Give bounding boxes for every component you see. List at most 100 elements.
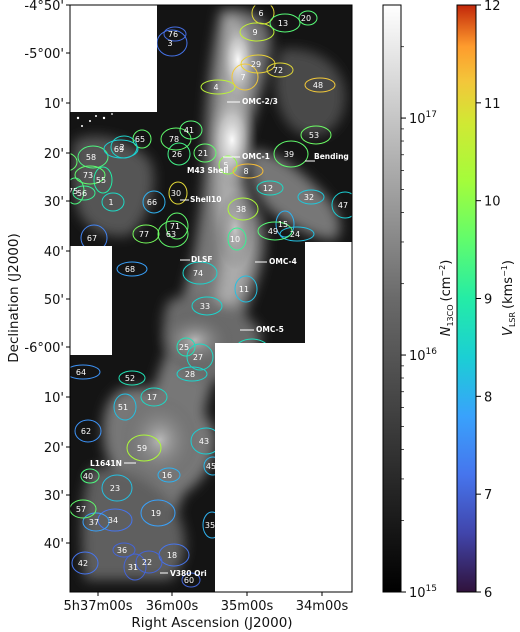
clump-label: 39 bbox=[284, 150, 294, 159]
velocity-colorbar-tick: 9 bbox=[484, 293, 492, 308]
clump-label: 65 bbox=[135, 135, 145, 144]
clump-label: 9 bbox=[252, 28, 257, 37]
clump-label: 44 bbox=[227, 408, 237, 417]
x-ticks: 5h37m00s 36m00s 35m00s 34m00s bbox=[63, 592, 348, 614]
y-tick-label: 20' bbox=[44, 147, 64, 162]
x-tick-label: 35m00s bbox=[221, 599, 274, 614]
x-tick-label: 5h37m00s bbox=[63, 599, 132, 614]
clump-label: 43 bbox=[199, 437, 209, 446]
anno-dlsf: DLSF bbox=[191, 255, 213, 264]
y-tick-label: -5°00' bbox=[24, 47, 64, 62]
clump-label: 63 bbox=[166, 230, 176, 239]
clump-label: 19 bbox=[151, 509, 161, 518]
map-frame bbox=[69, 4, 353, 593]
clump-contour bbox=[181, 572, 201, 588]
clump-label: 7 bbox=[240, 73, 245, 82]
clump-contour bbox=[300, 125, 332, 145]
clump-label: 37 bbox=[89, 518, 99, 527]
clump-label: 70 bbox=[87, 319, 97, 328]
clump-contour bbox=[331, 191, 352, 219]
clump-label: 76 bbox=[168, 30, 178, 39]
clump-label: 69 bbox=[114, 145, 124, 154]
column-density-map: 1234567891011121314151617181920212223242… bbox=[59, 5, 352, 592]
grey-colorbar-tick: 1017 bbox=[409, 110, 437, 127]
clump-contour bbox=[227, 197, 259, 221]
clump-contour bbox=[157, 220, 189, 248]
clump-label: 74 bbox=[193, 269, 203, 278]
clump-label: 35 bbox=[205, 521, 215, 530]
clump-contour bbox=[140, 499, 176, 527]
clump-contour bbox=[135, 550, 163, 574]
clump-contour bbox=[167, 142, 191, 166]
clump-label: 25 bbox=[179, 343, 189, 352]
clump-contour bbox=[118, 370, 146, 386]
clump-label: 58 bbox=[86, 153, 96, 162]
clump-contour bbox=[182, 261, 218, 285]
clump-label: 56 bbox=[77, 189, 87, 198]
anno-omc4: OMC-4 bbox=[269, 257, 297, 266]
clump-contour bbox=[71, 551, 99, 575]
clump-contour bbox=[176, 366, 208, 382]
clump-label: 11 bbox=[239, 285, 249, 294]
clump-contour bbox=[70, 177, 85, 205]
velocity-colorbar-gradient bbox=[456, 4, 477, 593]
south-glow bbox=[155, 310, 235, 370]
clump-contour bbox=[132, 129, 152, 149]
clump-label: 27 bbox=[193, 353, 203, 362]
clump-label: 62 bbox=[81, 427, 91, 436]
clump-label: 36 bbox=[117, 546, 127, 555]
clump-label: 45 bbox=[206, 462, 216, 471]
clump-label: 26 bbox=[172, 150, 182, 159]
clump-contour bbox=[77, 145, 109, 169]
clump-label: 12 bbox=[263, 184, 273, 193]
clump-contour bbox=[266, 62, 294, 78]
y-tick-label: 10' bbox=[44, 97, 64, 112]
clump-label: 66 bbox=[147, 198, 157, 207]
anno-omc23: OMC-2/3 bbox=[242, 97, 278, 106]
clump-contour bbox=[97, 508, 133, 532]
clump-label: 23 bbox=[110, 484, 120, 493]
clump-contour bbox=[132, 224, 160, 244]
clump-label: 57 bbox=[76, 505, 86, 514]
clump-label: 13 bbox=[278, 19, 288, 28]
clump-contour bbox=[193, 143, 217, 163]
clump-label: 54 bbox=[240, 373, 250, 382]
grey-colorbar-gradient bbox=[382, 4, 402, 593]
clump-label: 16 bbox=[162, 471, 172, 480]
clump-label: 21 bbox=[198, 149, 208, 158]
clump-label: 18 bbox=[167, 551, 177, 560]
clump-contour bbox=[82, 512, 110, 532]
region-annotations: OMC-2/3 OMC-1 M43 Shell Bending Shell10 … bbox=[90, 97, 349, 578]
clump-contour bbox=[218, 155, 238, 175]
velocity-colorbar-ticks: 6 7 8 9 10 11 12 bbox=[476, 0, 501, 601]
clump-label: 67 bbox=[87, 234, 97, 243]
clump-label: 42 bbox=[78, 559, 88, 568]
anno-omc1: OMC-1 bbox=[242, 152, 270, 161]
clump-contour bbox=[163, 26, 187, 42]
velocity-colorbar-label: VLSR(kms−1) bbox=[500, 260, 517, 336]
clump-labels: 1234567891011121314151617181920212223242… bbox=[59, 9, 348, 585]
y-tick-label: 40' bbox=[44, 245, 64, 260]
column-density-colorbar: 1015 1016 1017 N13CO(cm−2) bbox=[382, 4, 455, 601]
clump-label: 47 bbox=[338, 201, 348, 210]
anno-l1641n: L1641N bbox=[90, 459, 122, 468]
y-tick-label: 20' bbox=[44, 441, 64, 456]
velocity-colorbar: 6 7 8 9 10 11 12 VLSR(kms−1) bbox=[456, 0, 517, 601]
y-tick-label: 10' bbox=[44, 391, 64, 406]
clump-label: 55 bbox=[96, 176, 106, 185]
clump-contour bbox=[297, 189, 325, 205]
omc23-glow bbox=[220, 20, 256, 100]
clump-label: 48 bbox=[313, 81, 323, 90]
clump-contour bbox=[304, 77, 336, 93]
clump-contour bbox=[231, 63, 259, 91]
velocity-colorbar-tick: 12 bbox=[484, 0, 501, 14]
clump-contour bbox=[140, 387, 168, 407]
clump-label: 40 bbox=[83, 472, 93, 481]
clump-contour bbox=[176, 337, 196, 357]
x-tick-label: 36m00s bbox=[146, 599, 199, 614]
clump-contour bbox=[74, 165, 106, 185]
clump-contour bbox=[93, 166, 113, 194]
grey-colorbar-ticks: 1015 1016 1017 bbox=[401, 46, 437, 601]
clump-contour bbox=[101, 474, 133, 502]
